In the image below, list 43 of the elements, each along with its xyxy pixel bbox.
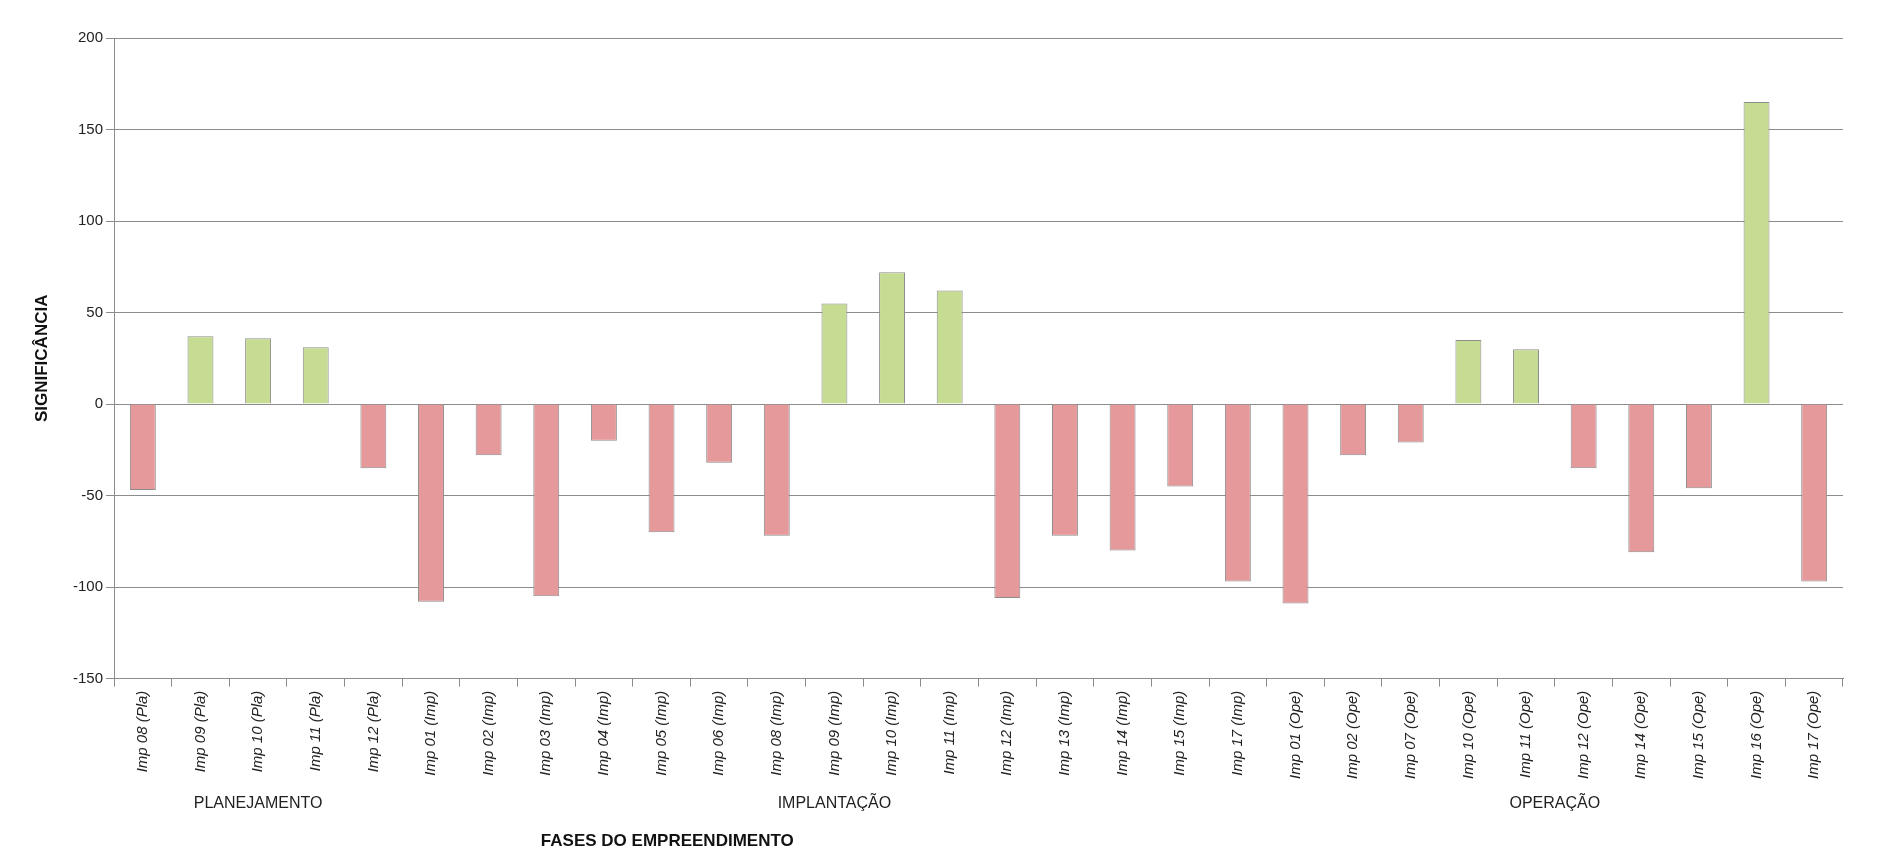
- x-tick-label: Imp 10 (Pla): [248, 690, 266, 773]
- x-tick-label: Imp 15 (Imp): [1170, 690, 1188, 776]
- x-tick-label: Imp 11 (Imp): [939, 690, 957, 775]
- y-tick-label: -50: [81, 485, 104, 503]
- x-tick-label: Imp 02 (Imp): [478, 690, 496, 776]
- x-tick-label: Imp 08 (Imp): [766, 690, 784, 776]
- x-tick-label: Imp 08 (Pla): [133, 690, 151, 773]
- x-tick-label: Imp 04 (Imp): [594, 690, 612, 776]
- x-tick-label: Imp 16 (Ope): [1746, 690, 1764, 780]
- x-tick-label: Imp 11 (Ope): [1516, 690, 1534, 778]
- x-tick-label: Imp 02 (Ope): [1343, 690, 1361, 780]
- x-tick-label: Imp 01 (Imp): [421, 690, 439, 776]
- x-tick-label: Imp 17 (Imp): [1228, 690, 1246, 776]
- y-tick-label: 200: [77, 28, 104, 46]
- text: OPERAÇÃO: [1509, 792, 1601, 812]
- x-axis-title: FASES DO EMPREENDIMENTO: [540, 830, 794, 850]
- text: PLANEJAMENTO: [193, 794, 323, 812]
- x-tick-label: Imp 14 (Ope): [1631, 690, 1649, 780]
- x-tick-label: Imp 07 (Ope): [1400, 690, 1418, 780]
- x-tick-label: Imp 17 (Ope): [1804, 690, 1822, 780]
- x-tick-label: Imp 13 (Imp): [1055, 690, 1073, 776]
- x-tick-label: Imp 11 (Pla): [305, 690, 323, 772]
- x-tick-label: Imp 10 (Imp): [882, 690, 900, 776]
- x-tick-label: Imp 03 (Imp): [536, 690, 554, 776]
- x-tick-label: Imp 14 (Imp): [1112, 690, 1130, 776]
- y-tick-label: -150: [72, 668, 104, 686]
- x-tick-label: Imp 12 (Pla): [363, 690, 381, 773]
- x-tick-label: Imp 05 (Imp): [651, 690, 669, 776]
- y-tick-label: 150: [77, 119, 104, 137]
- x-tick-label: Imp 12 (Ope): [1573, 690, 1591, 780]
- y-tick-label: 50: [86, 302, 104, 320]
- y-tick-label: 100: [77, 211, 104, 229]
- x-tick-label: Imp 01 (Ope): [1285, 690, 1303, 780]
- y-axis-title: SIGNIFICÂNCIA: [31, 294, 51, 423]
- x-tick-label: Imp 06 (Imp): [709, 690, 727, 776]
- x-tick-label: Imp 10 (Ope): [1458, 690, 1476, 780]
- x-tick-label: Imp 09 (Pla): [190, 690, 208, 773]
- x-tick-label: Imp 12 (Imp): [997, 690, 1015, 776]
- x-tick-label: Imp 09 (Imp): [824, 690, 842, 776]
- y-tick-label: 0: [94, 394, 104, 412]
- x-tick-label: Imp 15 (Ope): [1689, 690, 1707, 780]
- text: IMPLANTAÇÃO: [777, 792, 892, 812]
- y-tick-label: -100: [72, 577, 104, 595]
